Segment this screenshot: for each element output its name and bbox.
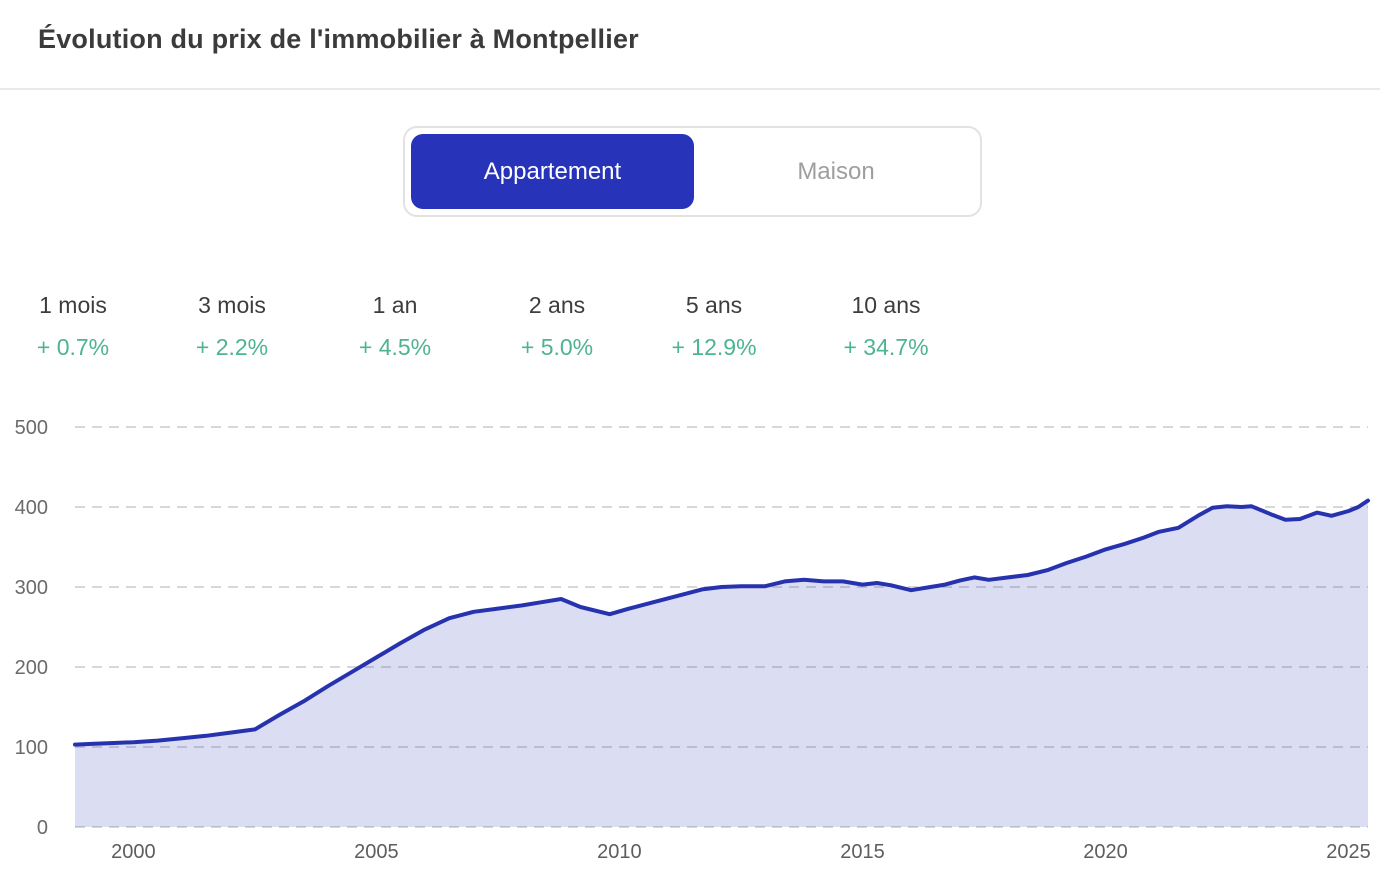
stat-label: 3 mois — [198, 292, 266, 318]
stat-value: + 4.5% — [358, 334, 432, 360]
stat-item-1-mois: 1 mois + 0.7% — [37, 292, 109, 361]
y-axis-label: 500 — [15, 417, 48, 439]
y-axis-label: 300 — [15, 577, 48, 599]
toggle-option-maison-label: Maison — [797, 157, 875, 185]
stat-item-3-mois: 3 mois + 2.2% — [196, 292, 268, 361]
stat-label: 5 ans — [685, 292, 743, 318]
x-axis-label: 2015 — [840, 841, 885, 863]
stat-item-10-ans: 10 ans + 34.7% — [843, 292, 928, 361]
page-title: Évolution du prix de l'immobilier à Mont… — [38, 24, 639, 54]
stat-value: + 12.9% — [671, 334, 757, 360]
toggle-option-appartement[interactable]: Appartement — [411, 134, 694, 209]
stat-label: 10 ans — [851, 292, 921, 318]
y-axis-label: 100 — [15, 737, 48, 759]
stat-value: + 5.0% — [520, 334, 594, 360]
y-axis-label: 200 — [15, 657, 48, 679]
x-axis-label: 2020 — [1083, 841, 1128, 863]
toggle-option-maison[interactable]: Maison — [700, 134, 972, 209]
x-axis-label: 2010 — [597, 841, 642, 863]
stat-item-2-ans: 2 ans + 5.0% — [521, 292, 593, 361]
property-type-toggle: Appartement Maison — [403, 126, 982, 217]
stat-value: + 0.7% — [36, 334, 110, 360]
stat-label: 1 an — [372, 292, 418, 318]
x-axis-label: 2025 — [1326, 841, 1371, 863]
stat-item-5-ans: 5 ans + 12.9% — [671, 292, 756, 361]
price-line — [73, 498, 1370, 747]
stat-value: + 34.7% — [843, 334, 929, 360]
x-axis-label: 2000 — [111, 841, 156, 863]
y-axis-label: 0 — [37, 817, 48, 839]
stat-value: + 2.2% — [195, 334, 269, 360]
divider — [0, 88, 1380, 90]
price-history-chart[interactable]: 0 100 200 300 400 500 2000 2005 2010 2015 2020 2025 — [0, 400, 1380, 878]
stat-label: 2 ans — [528, 292, 586, 318]
toggle-option-appartement-label: Appartement — [483, 157, 622, 185]
stat-label: 1 mois — [39, 292, 107, 318]
y-axis-label: 400 — [15, 497, 48, 519]
stat-item-1-an: 1 an + 4.5% — [359, 292, 431, 361]
price-area-fill — [75, 500, 1368, 827]
x-axis-label: 2005 — [354, 841, 399, 863]
